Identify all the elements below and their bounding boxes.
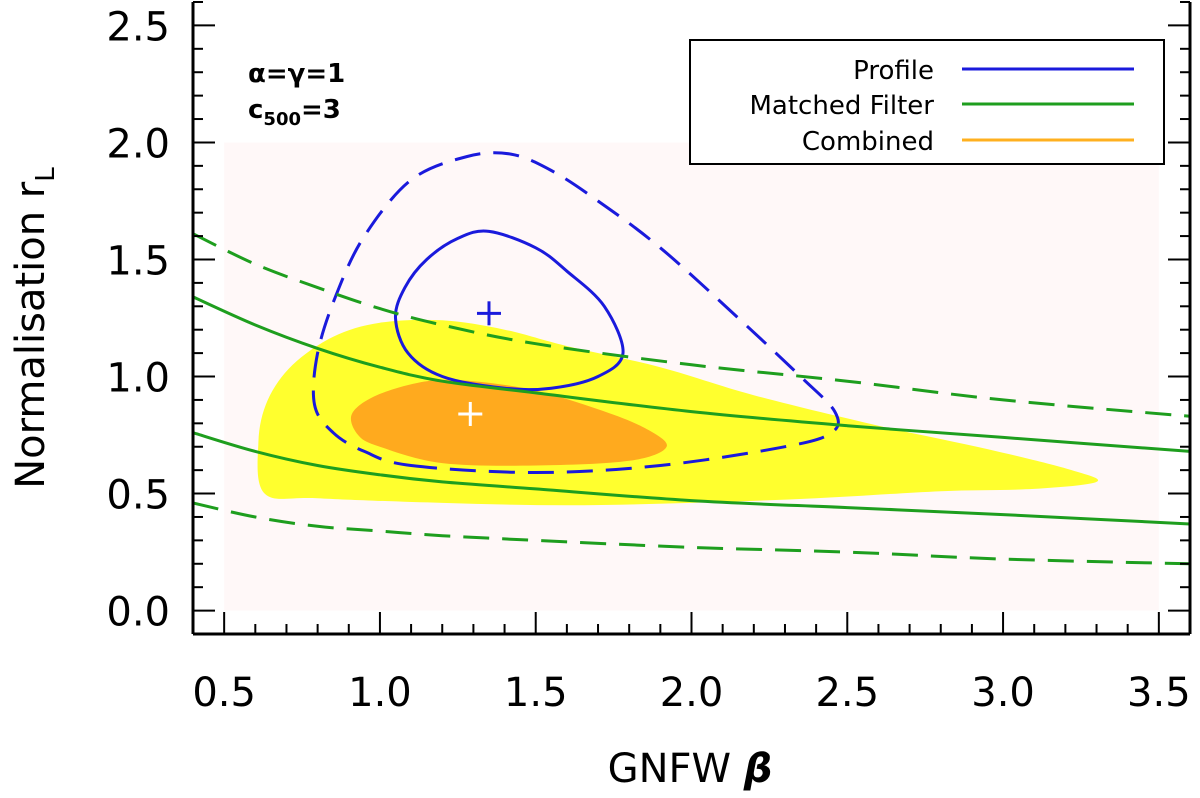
y-tick-label: 2.5 [106,4,170,50]
legend-box [689,39,1165,165]
y-tick-label: 0.5 [106,473,170,519]
x-tick-label: 0.5 [192,670,256,716]
legend-label-combined: Combined [802,127,934,157]
contour-matched-filter-upper-95 [193,232,1190,418]
x-tick-label: 3.5 [1127,670,1191,716]
contour-combined-68 [350,379,667,466]
y-axis-title-sub: L [31,167,61,182]
x-tick-label: 1.5 [504,670,568,716]
y-tick-label: 1.5 [106,238,170,284]
y-tick-label: 1.0 [106,356,170,402]
legend: Profile Matched Filter Combined [689,39,1165,165]
x-axis-title-symbol: β [743,746,773,792]
x-tick-label: 2.5 [815,670,879,716]
contour-profile-68 [393,229,625,392]
y-axis-title: Normalisation rL [8,167,61,489]
contour-matched-filter-lower-95 [193,501,1190,566]
x-axis-title-main: GNFW [608,746,744,792]
annotation-c500: c500=3 [248,95,341,130]
marker-combined-best-fit [458,401,483,426]
annotation-c500-sub: 500 [263,109,301,130]
y-axis-title-main: Normalisation r [8,181,54,489]
x-tick-label: 2.0 [660,670,724,716]
marker-profile-best-fit [476,301,501,326]
y-tick-label: 0.0 [106,590,170,636]
x-tick-label: 3.0 [971,670,1035,716]
x-axis-title: GNFW β [608,746,773,792]
legend-label-matched-filter: Matched Filter [750,91,935,121]
annotation-alpha-gamma: α=γ=1 [248,59,345,89]
contour-matched-filter-lower-68 [193,431,1190,526]
annotation-c500-main: c [248,95,263,125]
contour-profile-95 [311,151,840,474]
legend-label-profile: Profile [853,56,934,86]
annotation-c500-tail: =3 [301,95,341,125]
x-tick-label: 1.0 [348,670,412,716]
contour-matched-filter-upper-68 [193,295,1190,453]
y-tick-label: 2.0 [106,121,170,167]
